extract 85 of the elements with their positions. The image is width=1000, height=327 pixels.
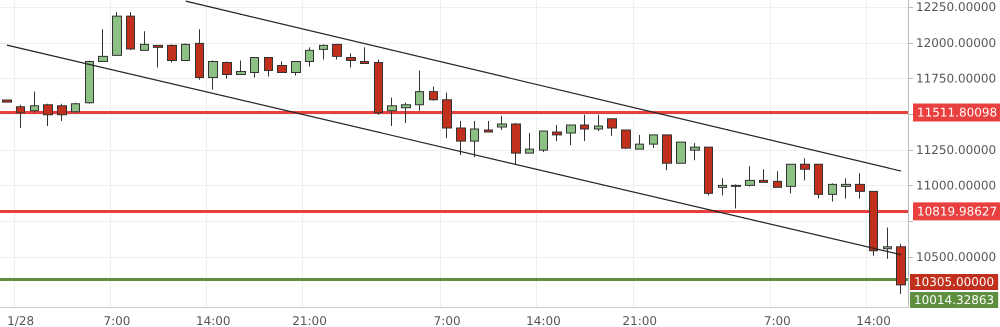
candlestick: [828, 182, 837, 202]
candlestick: [43, 103, 53, 126]
candlestick: [222, 61, 232, 80]
candlestick: [195, 28, 204, 80]
candlestick: [855, 172, 865, 199]
candlestick: [167, 44, 177, 64]
x-tick-label: 7:00: [103, 314, 130, 327]
text: 10014.32863: [914, 293, 994, 307]
candlestick: [676, 142, 686, 164]
x-tick-label: 14:00: [526, 314, 561, 327]
candlestick: [401, 102, 411, 124]
candlestick: [511, 122, 521, 165]
x-tick-label: 21:00: [622, 314, 658, 327]
candlestick: [621, 129, 631, 150]
candlestick: [85, 60, 94, 104]
candlestick: [662, 134, 672, 171]
candlestick: [415, 70, 424, 112]
candlestick: [208, 60, 218, 90]
candlestick: [883, 227, 892, 260]
candlestick: [374, 59, 383, 116]
candlestick: [2, 99, 12, 103]
candlestick: [580, 114, 589, 142]
candlestick: [814, 164, 823, 199]
candlestick: [539, 130, 548, 153]
candlestick: [181, 42, 190, 62]
candlestick: [57, 103, 67, 122]
text: 10305.00000: [914, 275, 994, 289]
candlestick: [291, 61, 301, 76]
candlestick: [745, 166, 755, 187]
y-tick-label: 12000.00000: [916, 36, 996, 50]
candlestick: [607, 118, 617, 136]
candlestick: [841, 178, 851, 199]
candlestick: [635, 134, 644, 150]
candlestick: [236, 60, 246, 76]
x-tick-label: 14:00: [856, 314, 891, 327]
candlestick: [484, 120, 493, 132]
ref-line-label: 10819.98627: [917, 204, 998, 218]
candlestick: [566, 124, 576, 146]
y-tick-label: 11250.00000: [916, 142, 996, 157]
x-tick-label: 1/28: [7, 314, 34, 327]
candlestick: [718, 178, 727, 196]
candlestick: [71, 102, 80, 114]
candlestick: [98, 28, 108, 62]
x-tick-label: 7:00: [434, 314, 461, 327]
candlestick: [250, 57, 259, 78]
candlestick: [277, 61, 287, 74]
y-tick-label: 11000.00000: [916, 178, 996, 193]
candlestick: [30, 91, 39, 114]
x-tick-label: 14:00: [196, 314, 231, 327]
y-tick-label: 12250.00000: [916, 0, 996, 14]
candlestick: [594, 114, 603, 132]
candlestick: [497, 115, 507, 130]
candlestick: [869, 190, 878, 256]
candlestick: [360, 46, 369, 64]
candlestick: [773, 170, 782, 188]
candlestick: [140, 30, 149, 51]
candlestick: [16, 104, 25, 128]
candlestick: [456, 120, 466, 156]
candlestick: [387, 97, 397, 126]
y-tick-label: 10500.00000: [916, 250, 996, 264]
candlestick: [690, 142, 700, 161]
candlestick: [429, 86, 438, 102]
candlestick: [786, 164, 796, 194]
candlestick: [731, 184, 741, 209]
candlestick: [800, 158, 810, 181]
candlestick: [704, 146, 713, 196]
candlestick: [112, 12, 122, 56]
candlestick: [153, 44, 163, 68]
candlestick: [442, 92, 452, 139]
x-tick-label: 21:00: [292, 314, 327, 327]
candlestick: [305, 46, 314, 68]
candlestick: [470, 120, 479, 158]
candlestick: [346, 52, 356, 68]
candlestick: [649, 134, 658, 149]
candlestick: [264, 57, 273, 78]
candlestick: [126, 12, 135, 50]
candlestick: [759, 168, 768, 183]
ref-line-label: 11511.80098: [917, 106, 998, 120]
candlestick: [319, 44, 328, 60]
y-tick-label: 11750.00000: [916, 72, 996, 86]
candlestick: [896, 243, 906, 295]
x-tick-label: 7:00: [764, 314, 791, 327]
candlestick: [552, 124, 562, 142]
candlestick: [525, 132, 534, 154]
candlestick: [332, 44, 342, 60]
